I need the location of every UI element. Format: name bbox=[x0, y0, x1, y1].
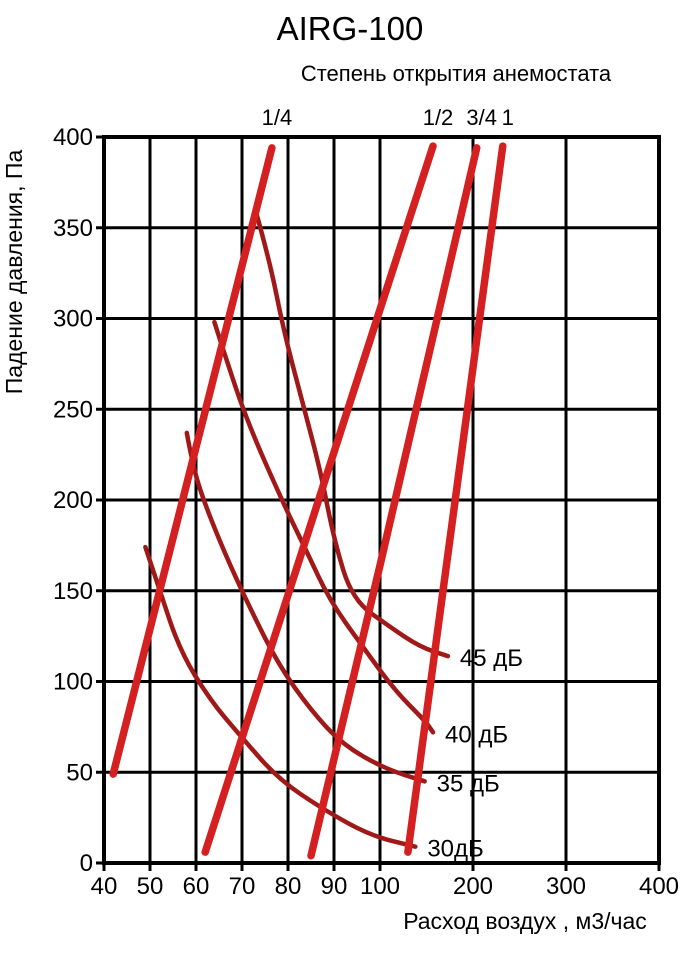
noise-curve-35db bbox=[184, 430, 427, 784]
opening-curve-3-4 bbox=[307, 144, 481, 860]
x-tick-label: 60 bbox=[183, 873, 210, 900]
noise-curve-label-30db: 30дБ bbox=[427, 836, 483, 863]
noise-curve-label-35db: 35 дБ bbox=[437, 770, 500, 797]
y-tick-label: 0 bbox=[80, 850, 93, 877]
x-tick-label: 90 bbox=[321, 873, 348, 900]
opening-curve-1 bbox=[404, 142, 507, 856]
chart-subtitle: Степень открытия анемостата bbox=[301, 61, 612, 86]
x-axis-title: Расход воздух , м3/час bbox=[403, 908, 647, 934]
chart-title: AIRG-100 bbox=[277, 10, 424, 47]
y-tick-label: 250 bbox=[53, 396, 93, 423]
opening-curve-1-4 bbox=[109, 144, 276, 778]
y-axis-title: Падение давления, Па bbox=[1, 150, 27, 395]
x-tick-label: 100 bbox=[360, 873, 400, 900]
plot-border bbox=[102, 135, 661, 865]
noise-curve-label-40db: 40 дБ bbox=[445, 721, 508, 748]
grid: 40 50 60 70 80 90 100 200 300 400 0 50 100 150 200 250 3… bbox=[53, 124, 679, 900]
x-tick-label: 40 bbox=[91, 873, 118, 900]
opening-curve-1-2 bbox=[201, 142, 437, 856]
y-tick-label: 400 bbox=[53, 124, 93, 151]
noise-curve-label-45db: 45 дБ bbox=[460, 645, 523, 672]
y-tick-label: 50 bbox=[66, 759, 93, 786]
opening-curve-label-1-4: 1/4 bbox=[262, 105, 293, 130]
x-tick-label: 50 bbox=[137, 873, 164, 900]
opening-curves bbox=[109, 142, 507, 860]
noise-curve-45db bbox=[253, 209, 451, 659]
x-tick-label: 80 bbox=[275, 873, 302, 900]
y-tick-label: 300 bbox=[53, 306, 93, 333]
opening-curve-label-1-2: 1/2 bbox=[423, 105, 454, 130]
y-tick-label: 350 bbox=[53, 215, 93, 242]
y-tick-label: 150 bbox=[53, 578, 93, 605]
x-tick-label: 300 bbox=[546, 873, 586, 900]
noise-curve-40db bbox=[212, 319, 436, 735]
y-tick-label: 200 bbox=[53, 487, 93, 514]
x-tick-label: 200 bbox=[453, 873, 493, 900]
opening-curve-label-1: 1 bbox=[502, 105, 514, 130]
curve-labels: 30дБ 35 дБ 40 дБ 45 дБ 1/4 1/2 3/4 1 bbox=[262, 105, 523, 863]
opening-curve-label-3-4: 3/4 bbox=[466, 105, 497, 130]
noise-curves bbox=[143, 209, 451, 849]
x-tick-label: 70 bbox=[229, 873, 256, 900]
y-tick-label: 100 bbox=[53, 669, 93, 696]
x-tick-label: 400 bbox=[639, 873, 679, 900]
